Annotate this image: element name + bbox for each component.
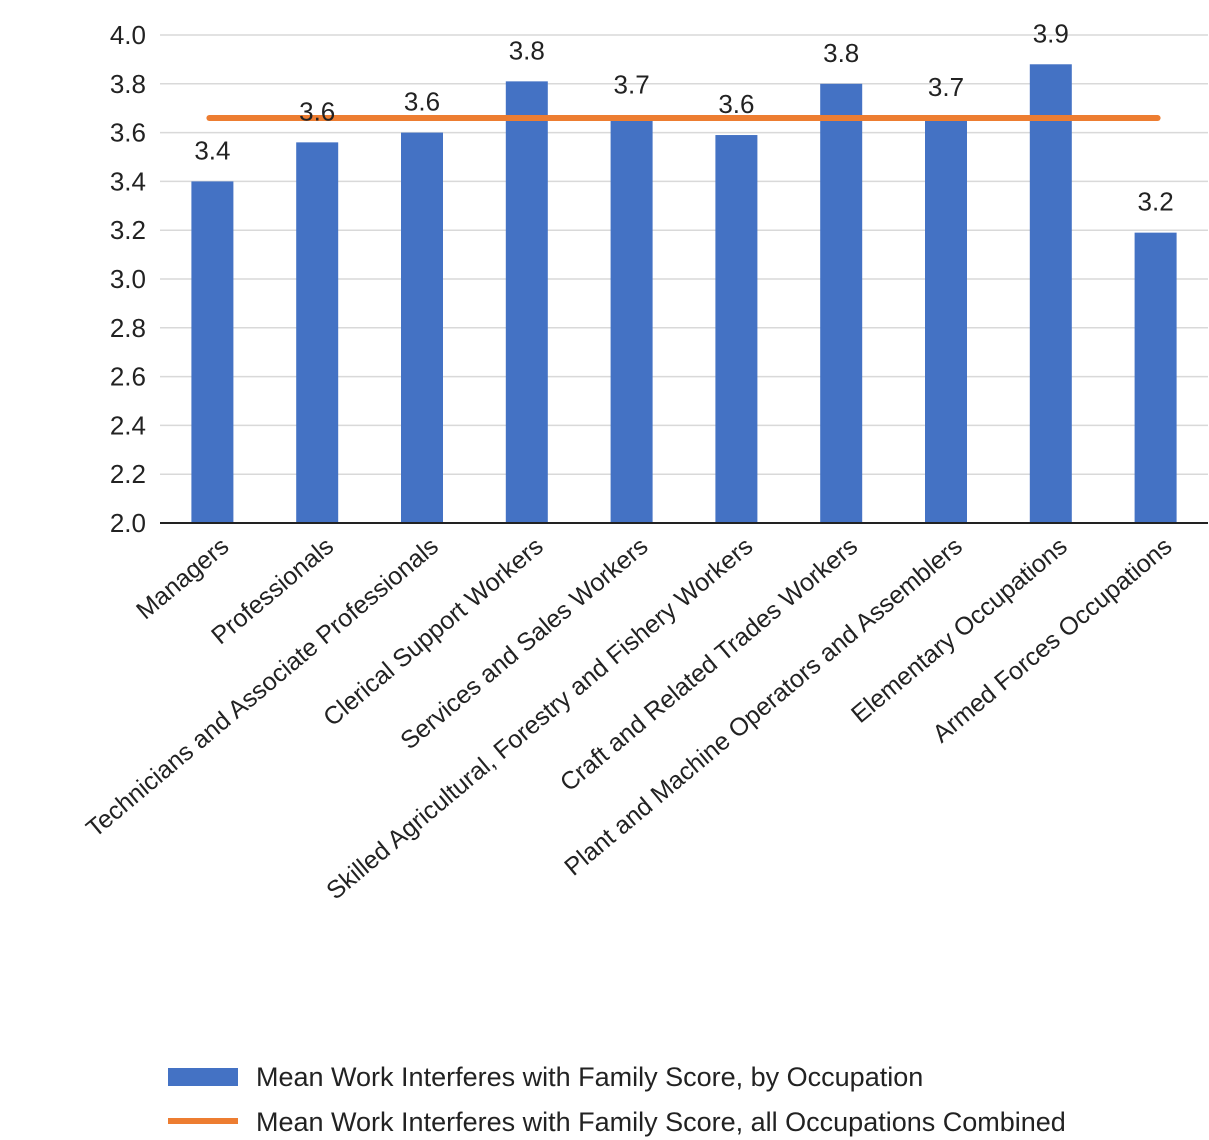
legend-line-label: Mean Work Interferes with Family Score, … bbox=[256, 1107, 1066, 1137]
legend: Mean Work Interferes with Family Score, … bbox=[168, 1062, 1066, 1137]
data-label: 3.6 bbox=[404, 87, 440, 117]
y-tick-label: 3.4 bbox=[110, 166, 146, 196]
bar bbox=[715, 135, 758, 524]
data-label: 3.8 bbox=[823, 38, 859, 68]
legend-bar-swatch bbox=[168, 1068, 238, 1086]
y-axis-ticks: 2.0 2.2 2.4 2.6 2.8 3.0 3.2 3.4 3.6 3.8 4.0 bbox=[110, 20, 146, 538]
x-tick-label: Managers bbox=[131, 532, 234, 625]
data-label: 3.2 bbox=[1138, 187, 1174, 217]
data-label: 3.4 bbox=[194, 135, 230, 165]
data-labels: 3.4 3.6 3.6 3.8 3.7 3.6 3.8 3.7 3.9 3.2 bbox=[194, 18, 1173, 216]
y-tick-label: 3.6 bbox=[110, 118, 146, 148]
y-tick-label: 3.8 bbox=[110, 69, 146, 99]
legend-bar-label: Mean Work Interferes with Family Score, … bbox=[256, 1062, 923, 1092]
bar bbox=[191, 181, 234, 523]
bars bbox=[191, 64, 1177, 524]
x-tick-label: Technicians and Associate Professionals bbox=[81, 532, 444, 843]
data-label: 3.7 bbox=[614, 70, 650, 100]
data-label: 3.9 bbox=[1033, 18, 1069, 48]
y-tick-label: 2.8 bbox=[110, 313, 146, 343]
bar bbox=[1134, 232, 1177, 523]
data-label: 3.8 bbox=[509, 35, 545, 65]
bar bbox=[1029, 64, 1072, 523]
y-tick-label: 3.0 bbox=[110, 264, 146, 294]
data-label: 3.6 bbox=[299, 96, 335, 126]
bar bbox=[296, 142, 339, 524]
data-label: 3.7 bbox=[928, 72, 964, 102]
y-tick-label: 2.2 bbox=[110, 459, 146, 489]
x-tick-label: Plant and Machine Operators and Assemble… bbox=[559, 532, 968, 881]
bar bbox=[505, 81, 548, 524]
bar bbox=[925, 117, 967, 524]
bar bbox=[401, 132, 443, 523]
bar bbox=[610, 115, 653, 524]
y-tick-label: 2.4 bbox=[110, 410, 146, 440]
y-tick-label: 4.0 bbox=[110, 20, 146, 50]
y-tick-label: 3.2 bbox=[110, 215, 146, 245]
bar bbox=[820, 83, 863, 524]
data-label: 3.6 bbox=[718, 89, 754, 119]
y-tick-label: 2.6 bbox=[110, 362, 146, 392]
y-tick-label: 2.0 bbox=[110, 508, 146, 538]
